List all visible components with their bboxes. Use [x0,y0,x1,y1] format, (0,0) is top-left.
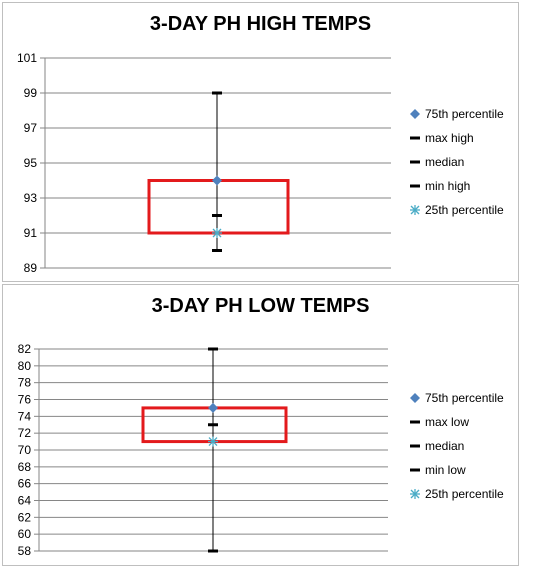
data-point-75th-percentile [208,402,218,413]
y-tick-label: 58 [18,544,32,558]
low-temps-plot: 58 60 62 64 66 68 70 72 74 76 78 80 82 75th percentil… [18,342,504,558]
y-tick-label: 70 [18,443,32,457]
y-tick-label: 62 [18,510,32,524]
y-tick-label: 93 [24,191,38,205]
low-temps-chart: 3-DAY PH LOW TEMPS 58 60 62 64 66 68 70 72 74 76 7… [2,284,519,566]
legend-marker [410,393,420,403]
legend-entry: median [425,439,464,453]
y-tick-label: 68 [18,460,32,474]
legend-entry: max high [425,131,474,145]
y-tick-label: 97 [24,121,38,135]
chart-title: 3-DAY PH LOW TEMPS [151,295,370,317]
y-tick-label: 60 [18,527,32,541]
legend-entry: min high [425,179,470,193]
y-tick-label: 66 [18,477,32,491]
y-tick-label: 80 [18,359,32,373]
y-tick-label: 64 [18,494,32,508]
y-tick-label: 95 [24,156,38,170]
legend-entry: 75th percentile [425,107,504,121]
legend-marker [410,489,420,499]
legend-marker [410,205,420,215]
y-tick-label: 72 [18,426,32,440]
y-tick-label: 101 [17,51,37,65]
high-temps-chart: 3-DAY PH HIGH TEMPS 89 91 93 95 97 99 101 75th … [2,2,519,282]
legend-entry: 25th percentile [425,203,504,217]
legend-entry: max low [425,415,469,429]
y-tick-label: 89 [24,261,38,275]
legend-entry: min low [425,463,466,477]
y-tick-label: 82 [18,342,32,356]
y-tick-label: 78 [18,376,32,390]
legend-entry: 25th percentile [425,487,504,501]
data-point-75th-percentile [212,175,222,186]
y-tick-label: 74 [18,409,32,423]
iqr-box [147,179,290,235]
chart-title: 3-DAY PH HIGH TEMPS [149,13,372,35]
data-point-25th-percentile [212,228,222,238]
data-point-25th-percentile [208,436,218,447]
legend-marker [410,109,420,119]
y-tick-label: 76 [18,393,32,407]
y-tick-label: 91 [24,226,38,240]
legend-entry: median [425,155,464,169]
y-tick-label: 99 [24,86,38,100]
high-temps-plot: 89 91 93 95 97 99 101 75th percentile max high me… [17,51,504,275]
legend-entry: 75th percentile [425,391,504,405]
